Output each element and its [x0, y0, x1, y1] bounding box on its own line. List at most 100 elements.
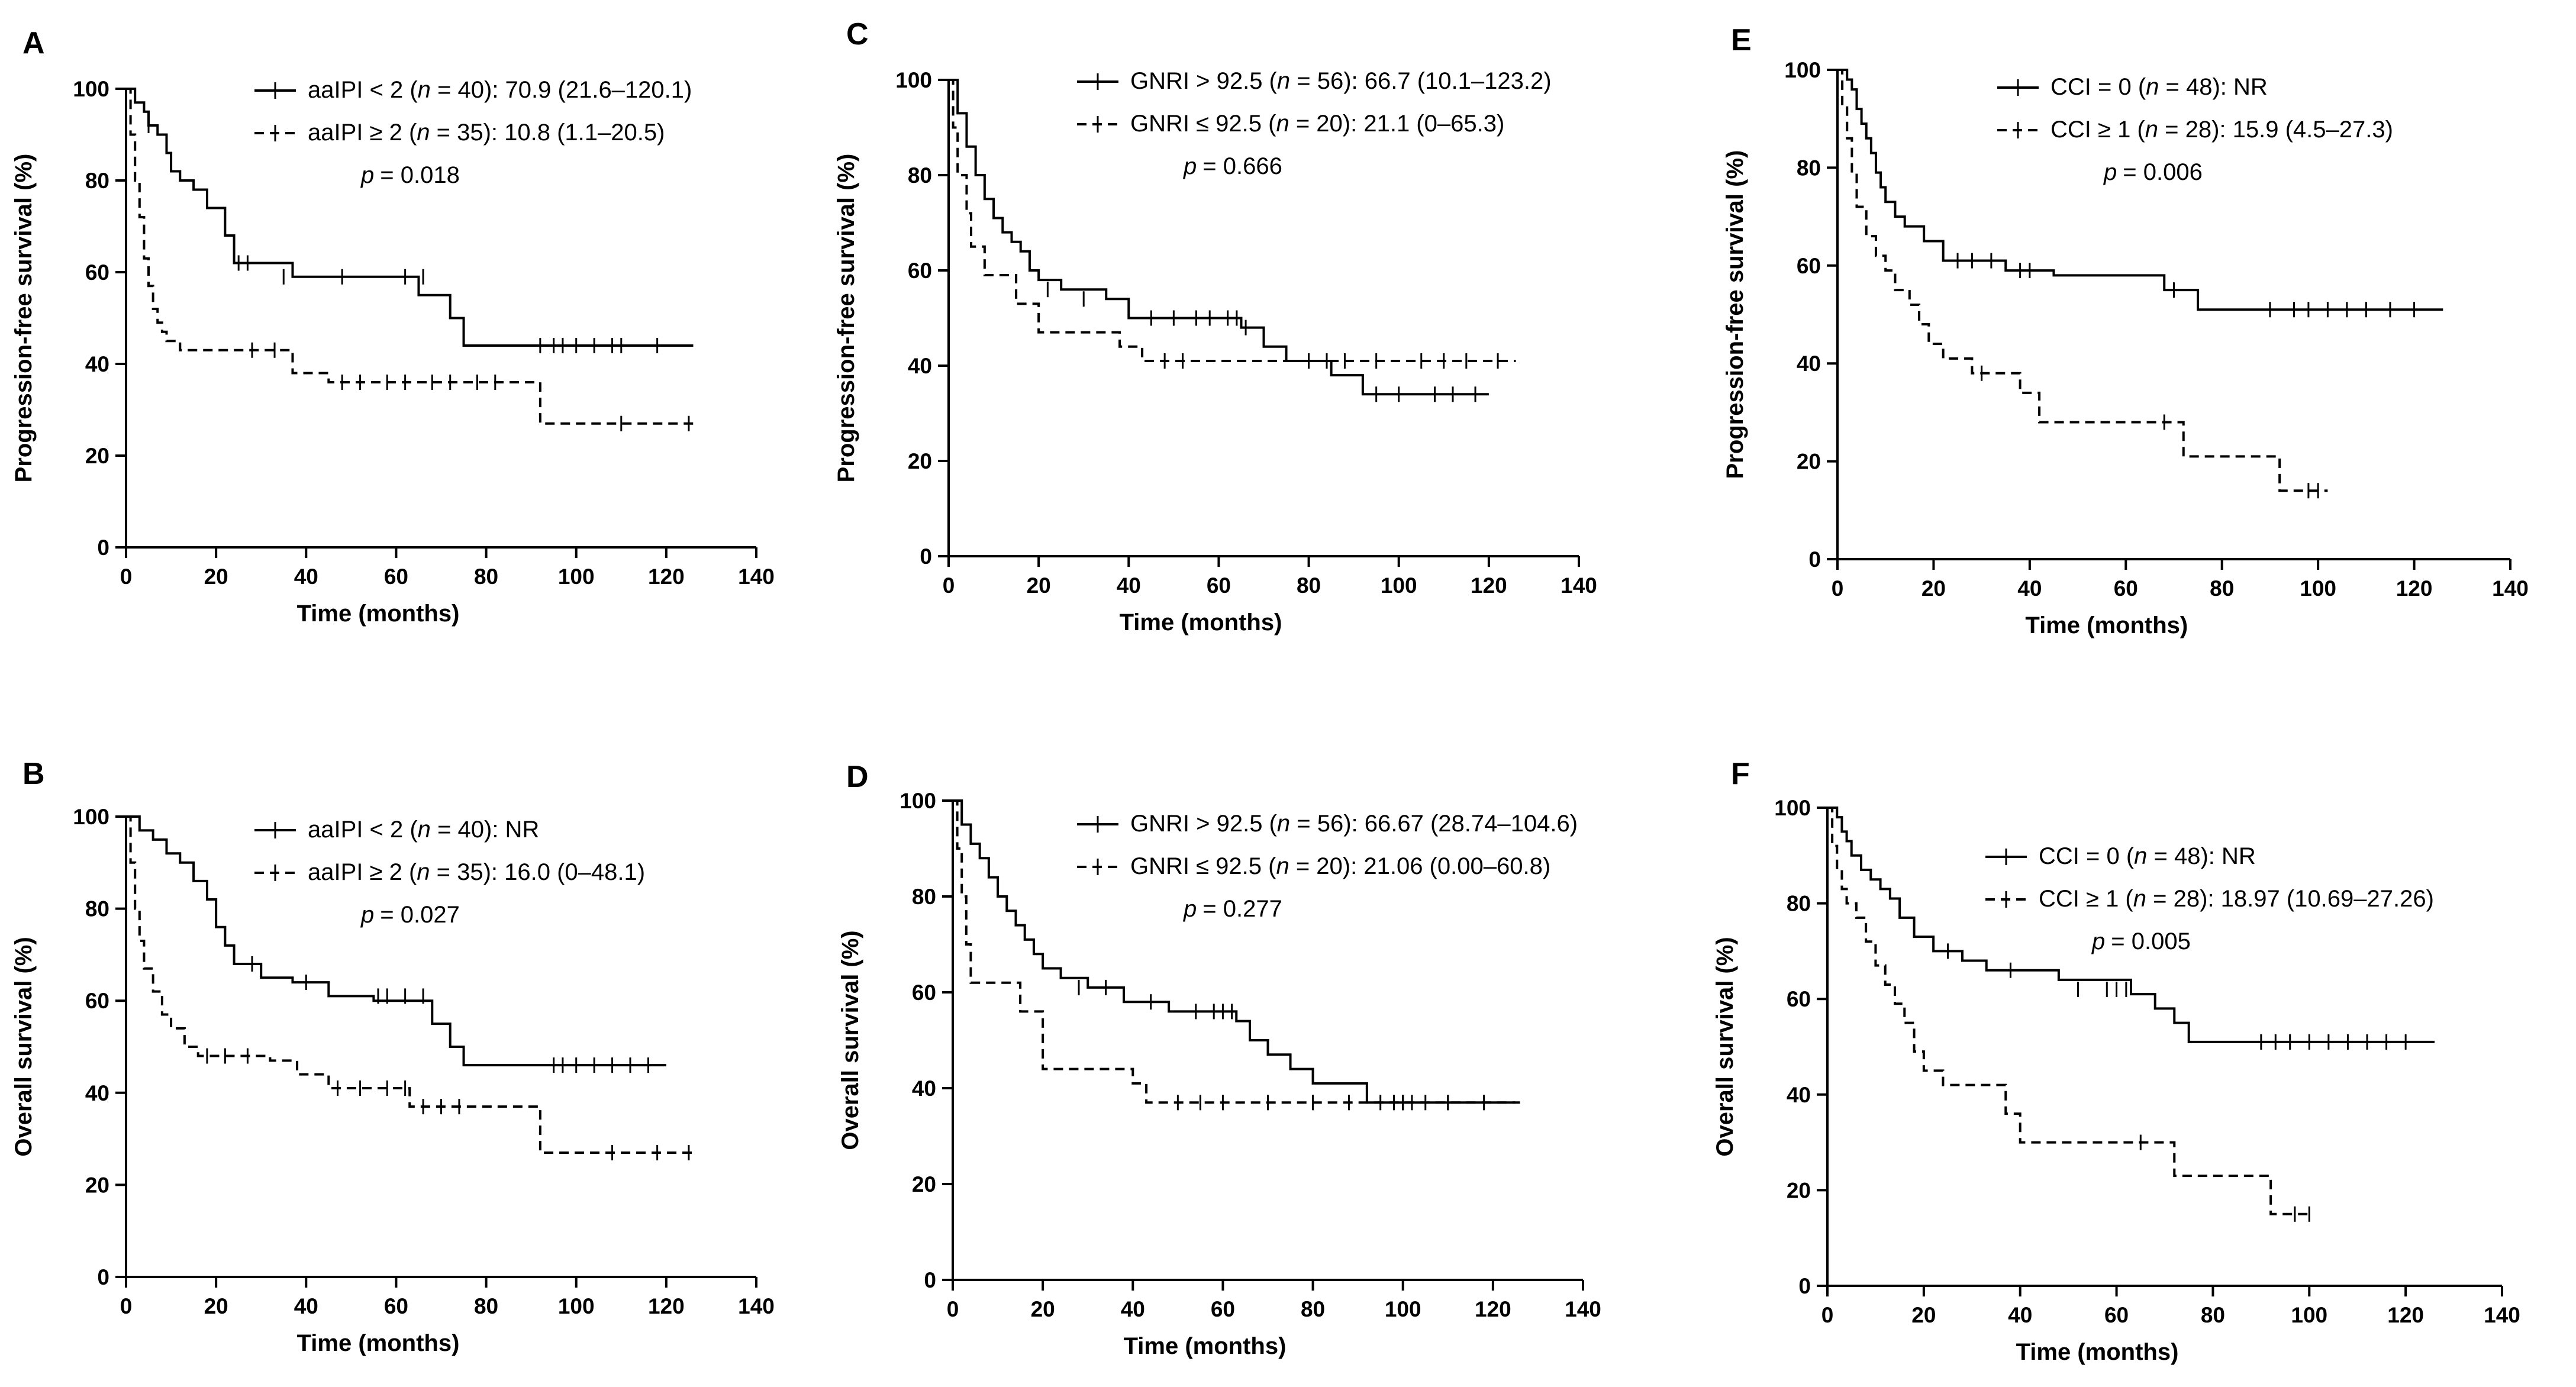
legend-entry: CCI ≥ 1 (n = 28): 18.97 (10.69–27.26)	[2039, 886, 2434, 912]
x-tick-label: 60	[1211, 1297, 1235, 1321]
y-tick-label: 0	[97, 1265, 109, 1289]
y-tick-label: 80	[85, 169, 109, 193]
legend-entry: GNRI > 92.5 (n = 56): 66.67 (28.74–104.6…	[1130, 811, 1578, 837]
x-tick-label: 0	[947, 1297, 959, 1321]
x-tick-label: 20	[1911, 1303, 1936, 1327]
legend-text-part: aaIPI < 2 (	[308, 817, 418, 843]
panel-c: C 0 20 40 60 80 100 120 140 0 20 40 60 80 100 Time (mon…	[833, 17, 1597, 636]
x-tick-label: 20	[1031, 1297, 1055, 1321]
x-tick-label: 100	[558, 1294, 595, 1318]
x-tick-label: 120	[648, 1294, 685, 1318]
x-tick-label: 100	[558, 565, 595, 589]
legend: CCI = 0 (n = 48): NR CCI ≥ 1 (n = 28): 15…	[1997, 74, 2393, 185]
legend-text-part: = 35): 16.0 (0–48.1)	[430, 859, 646, 885]
x-tick-label: 20	[1027, 573, 1051, 598]
y-tick-label: 40	[912, 1076, 936, 1101]
legend-entry: aaIPI ≥ 2 (n = 35): 10.8 (1.1–20.5)	[308, 120, 665, 146]
legend-text-part: n	[418, 817, 431, 843]
y-tick-label: 20	[85, 444, 109, 468]
legend-entry: GNRI ≤ 92.5 (n = 20): 21.1 (0–65.3)	[1130, 111, 1504, 137]
p-value-text: = 0.277	[1202, 896, 1282, 922]
legend-entry: GNRI > 92.5 (n = 56): 66.7 (10.1–123.2)	[1130, 68, 1552, 94]
legend-text-part: = 40): 70.9 (21.6–120.1)	[431, 77, 692, 103]
y-tick-label: 20	[908, 449, 932, 473]
y-tick-label: 100	[73, 77, 109, 101]
panel-letter: E	[1731, 23, 1752, 57]
p-symbol: p	[360, 162, 374, 188]
x-tick-label: 60	[2114, 576, 2138, 601]
y-tick-label: 80	[908, 163, 932, 188]
x-tick-label: 60	[2104, 1303, 2129, 1327]
y-axis-label: Progression-free survival (%)	[11, 154, 37, 483]
x-tick-label: 80	[474, 565, 498, 589]
survival-curve-dashed	[953, 799, 1520, 1104]
x-tick-label: 40	[1121, 1297, 1145, 1321]
legend-text-part: CCI ≥ 1 (	[2051, 117, 2145, 143]
x-tick-label: 120	[1471, 573, 1507, 598]
y-tick-label: 20	[1787, 1178, 1811, 1202]
legend-entry: aaIPI < 2 (n = 40): 70.9 (21.6–120.1)	[308, 77, 692, 103]
legend-text-part: = 28): 15.9 (4.5–27.3)	[2158, 117, 2393, 143]
panel-b: B 0 20 40 60 80 100 120 140 0 20 40 60 80 100 Time (mon…	[11, 757, 775, 1356]
x-tick-label: 0	[1832, 576, 1844, 601]
x-tick-label: 120	[648, 565, 685, 589]
legend-entry: CCI = 0 (n = 48): NR	[2051, 74, 2268, 100]
p-value: p = 0.666	[1183, 153, 1282, 179]
y-tick-label: 60	[85, 989, 109, 1013]
x-tick-label: 40	[2017, 576, 2042, 601]
legend-text-part: n	[2145, 117, 2158, 143]
y-tick-label: 40	[1787, 1083, 1811, 1107]
y-tick-label: 20	[912, 1172, 936, 1196]
y-tick-label: 40	[85, 352, 109, 376]
x-tick-label: 140	[1565, 1297, 1601, 1321]
survival-curve-solid	[949, 79, 1489, 396]
x-tick-label: 60	[384, 565, 408, 589]
x-tick-label: 140	[738, 565, 775, 589]
x-tick-label: 100	[2291, 1303, 2327, 1327]
panel-a: A 0 20 40 60 80 100 120 140 0 20 40 60 80 100 Time (mon…	[11, 26, 775, 627]
panel-letter: B	[22, 757, 45, 791]
x-axis-label: Time (months)	[1120, 609, 1282, 636]
y-tick-label: 100	[895, 68, 932, 92]
y-axis-label: Overall survival (%)	[11, 937, 37, 1156]
legend-text-part: n	[1276, 853, 1289, 879]
legend-entry: aaIPI ≥ 2 (n = 35): 16.0 (0–48.1)	[308, 859, 645, 885]
legend-text-part: GNRI ≤ 92.5 (	[1130, 111, 1276, 137]
x-tick-label: 100	[2300, 576, 2336, 601]
legend-text-part: CCI = 0 (	[2039, 843, 2135, 869]
y-tick-label: 60	[908, 259, 932, 283]
survival-curve-solid	[1837, 69, 2443, 311]
legend: aaIPI < 2 (n = 40): NR aaIPI ≥ 2 (n = 35)…	[254, 817, 645, 928]
survival-curve-dashed	[126, 815, 694, 1154]
x-axis-label: Time (months)	[2025, 612, 2188, 638]
y-tick-label: 20	[85, 1173, 109, 1197]
y-tick-label: 100	[1774, 796, 1811, 820]
legend-text-part: GNRI ≤ 92.5 (	[1130, 853, 1276, 879]
y-tick-label: 60	[85, 260, 109, 285]
x-tick-label: 80	[474, 1294, 498, 1318]
y-tick-label: 80	[1797, 156, 1821, 180]
p-value: p = 0.006	[2103, 159, 2203, 185]
x-tick-label: 40	[294, 1294, 318, 1318]
panel-letter: F	[1731, 757, 1750, 791]
survival-curve-dashed	[1837, 69, 2328, 492]
legend-text-part: = 20): 21.1 (0–65.3)	[1289, 111, 1505, 137]
p-symbol: p	[1183, 896, 1197, 922]
legend-text-part: = 40): NR	[431, 817, 539, 843]
x-tick-label: 0	[1821, 1303, 1834, 1327]
y-tick-label: 40	[908, 354, 932, 378]
x-tick-label: 100	[1385, 1297, 1421, 1321]
x-tick-label: 80	[1297, 573, 1321, 598]
x-tick-label: 60	[384, 1294, 408, 1318]
p-value-text: = 0.666	[1202, 153, 1282, 179]
p-value-text: = 0.018	[380, 162, 460, 188]
legend-text-part: n	[1276, 111, 1289, 137]
legend-text-part: GNRI > 92.5 (	[1130, 811, 1278, 837]
x-tick-label: 100	[1381, 573, 1417, 598]
y-axis-label: Progression-free survival (%)	[1722, 150, 1748, 479]
y-tick-label: 80	[1787, 892, 1811, 916]
legend-text-part: = 48): NR	[2159, 74, 2267, 100]
y-tick-label: 100	[73, 805, 109, 829]
